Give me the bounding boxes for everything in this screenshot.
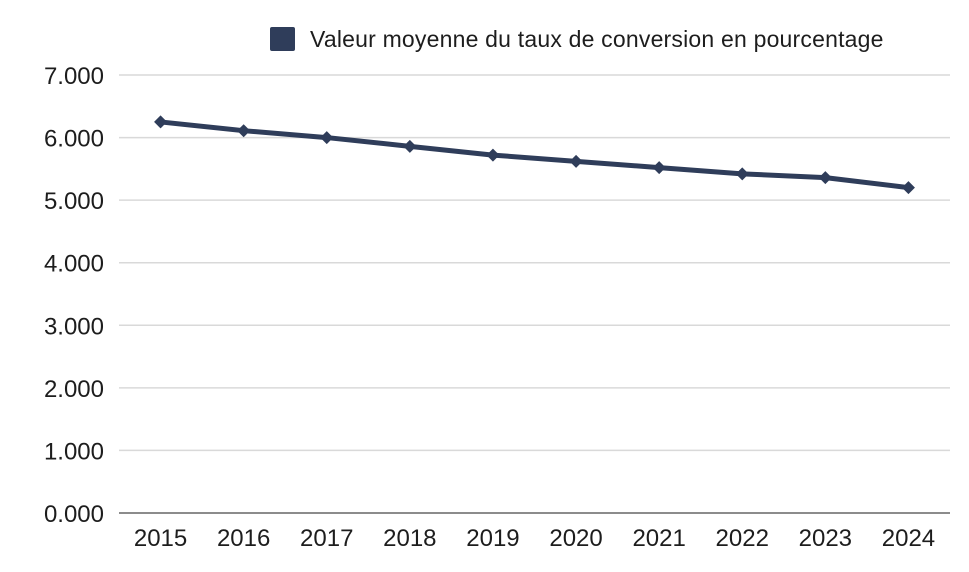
legend: Valeur moyenne du taux de conversion en … bbox=[270, 26, 884, 52]
data-point-marker bbox=[901, 181, 915, 195]
y-tick-label: 4.000 bbox=[44, 251, 104, 278]
y-tick-label: 6.000 bbox=[44, 126, 104, 153]
data-point-marker bbox=[237, 124, 251, 138]
data-point-marker bbox=[154, 115, 168, 129]
data-point-marker bbox=[320, 131, 334, 145]
y-tick-label: 5.000 bbox=[44, 188, 104, 215]
data-point-marker bbox=[818, 171, 832, 185]
y-tick-label: 0.000 bbox=[44, 501, 104, 528]
x-tick-label: 2015 bbox=[134, 525, 187, 552]
x-tick-label: 2017 bbox=[300, 525, 353, 552]
x-tick-label: 2018 bbox=[383, 525, 436, 552]
data-point-marker bbox=[486, 148, 500, 162]
legend-label: Valeur moyenne du taux de conversion en … bbox=[310, 25, 884, 52]
x-tick-label: 2019 bbox=[466, 525, 519, 552]
x-tick-label: 2021 bbox=[632, 525, 685, 552]
data-line bbox=[158, 119, 911, 191]
y-tick-label: 2.000 bbox=[44, 376, 104, 403]
y-tick-label: 1.000 bbox=[44, 438, 104, 465]
data-point-marker bbox=[652, 161, 666, 175]
data-point-marker bbox=[569, 154, 583, 168]
x-tick-label: 2024 bbox=[882, 525, 935, 552]
data-point-marker bbox=[735, 167, 749, 181]
y-tick-label: 3.000 bbox=[44, 313, 104, 340]
y-tick-label: 7.000 bbox=[44, 63, 104, 90]
x-tick-label: 2023 bbox=[799, 525, 852, 552]
x-tick-label: 2020 bbox=[549, 525, 602, 552]
x-tick-label: 2016 bbox=[217, 525, 270, 552]
legend-swatch-icon bbox=[270, 27, 295, 51]
data-point-marker bbox=[403, 139, 417, 153]
x-tick-label: 2022 bbox=[716, 525, 769, 552]
